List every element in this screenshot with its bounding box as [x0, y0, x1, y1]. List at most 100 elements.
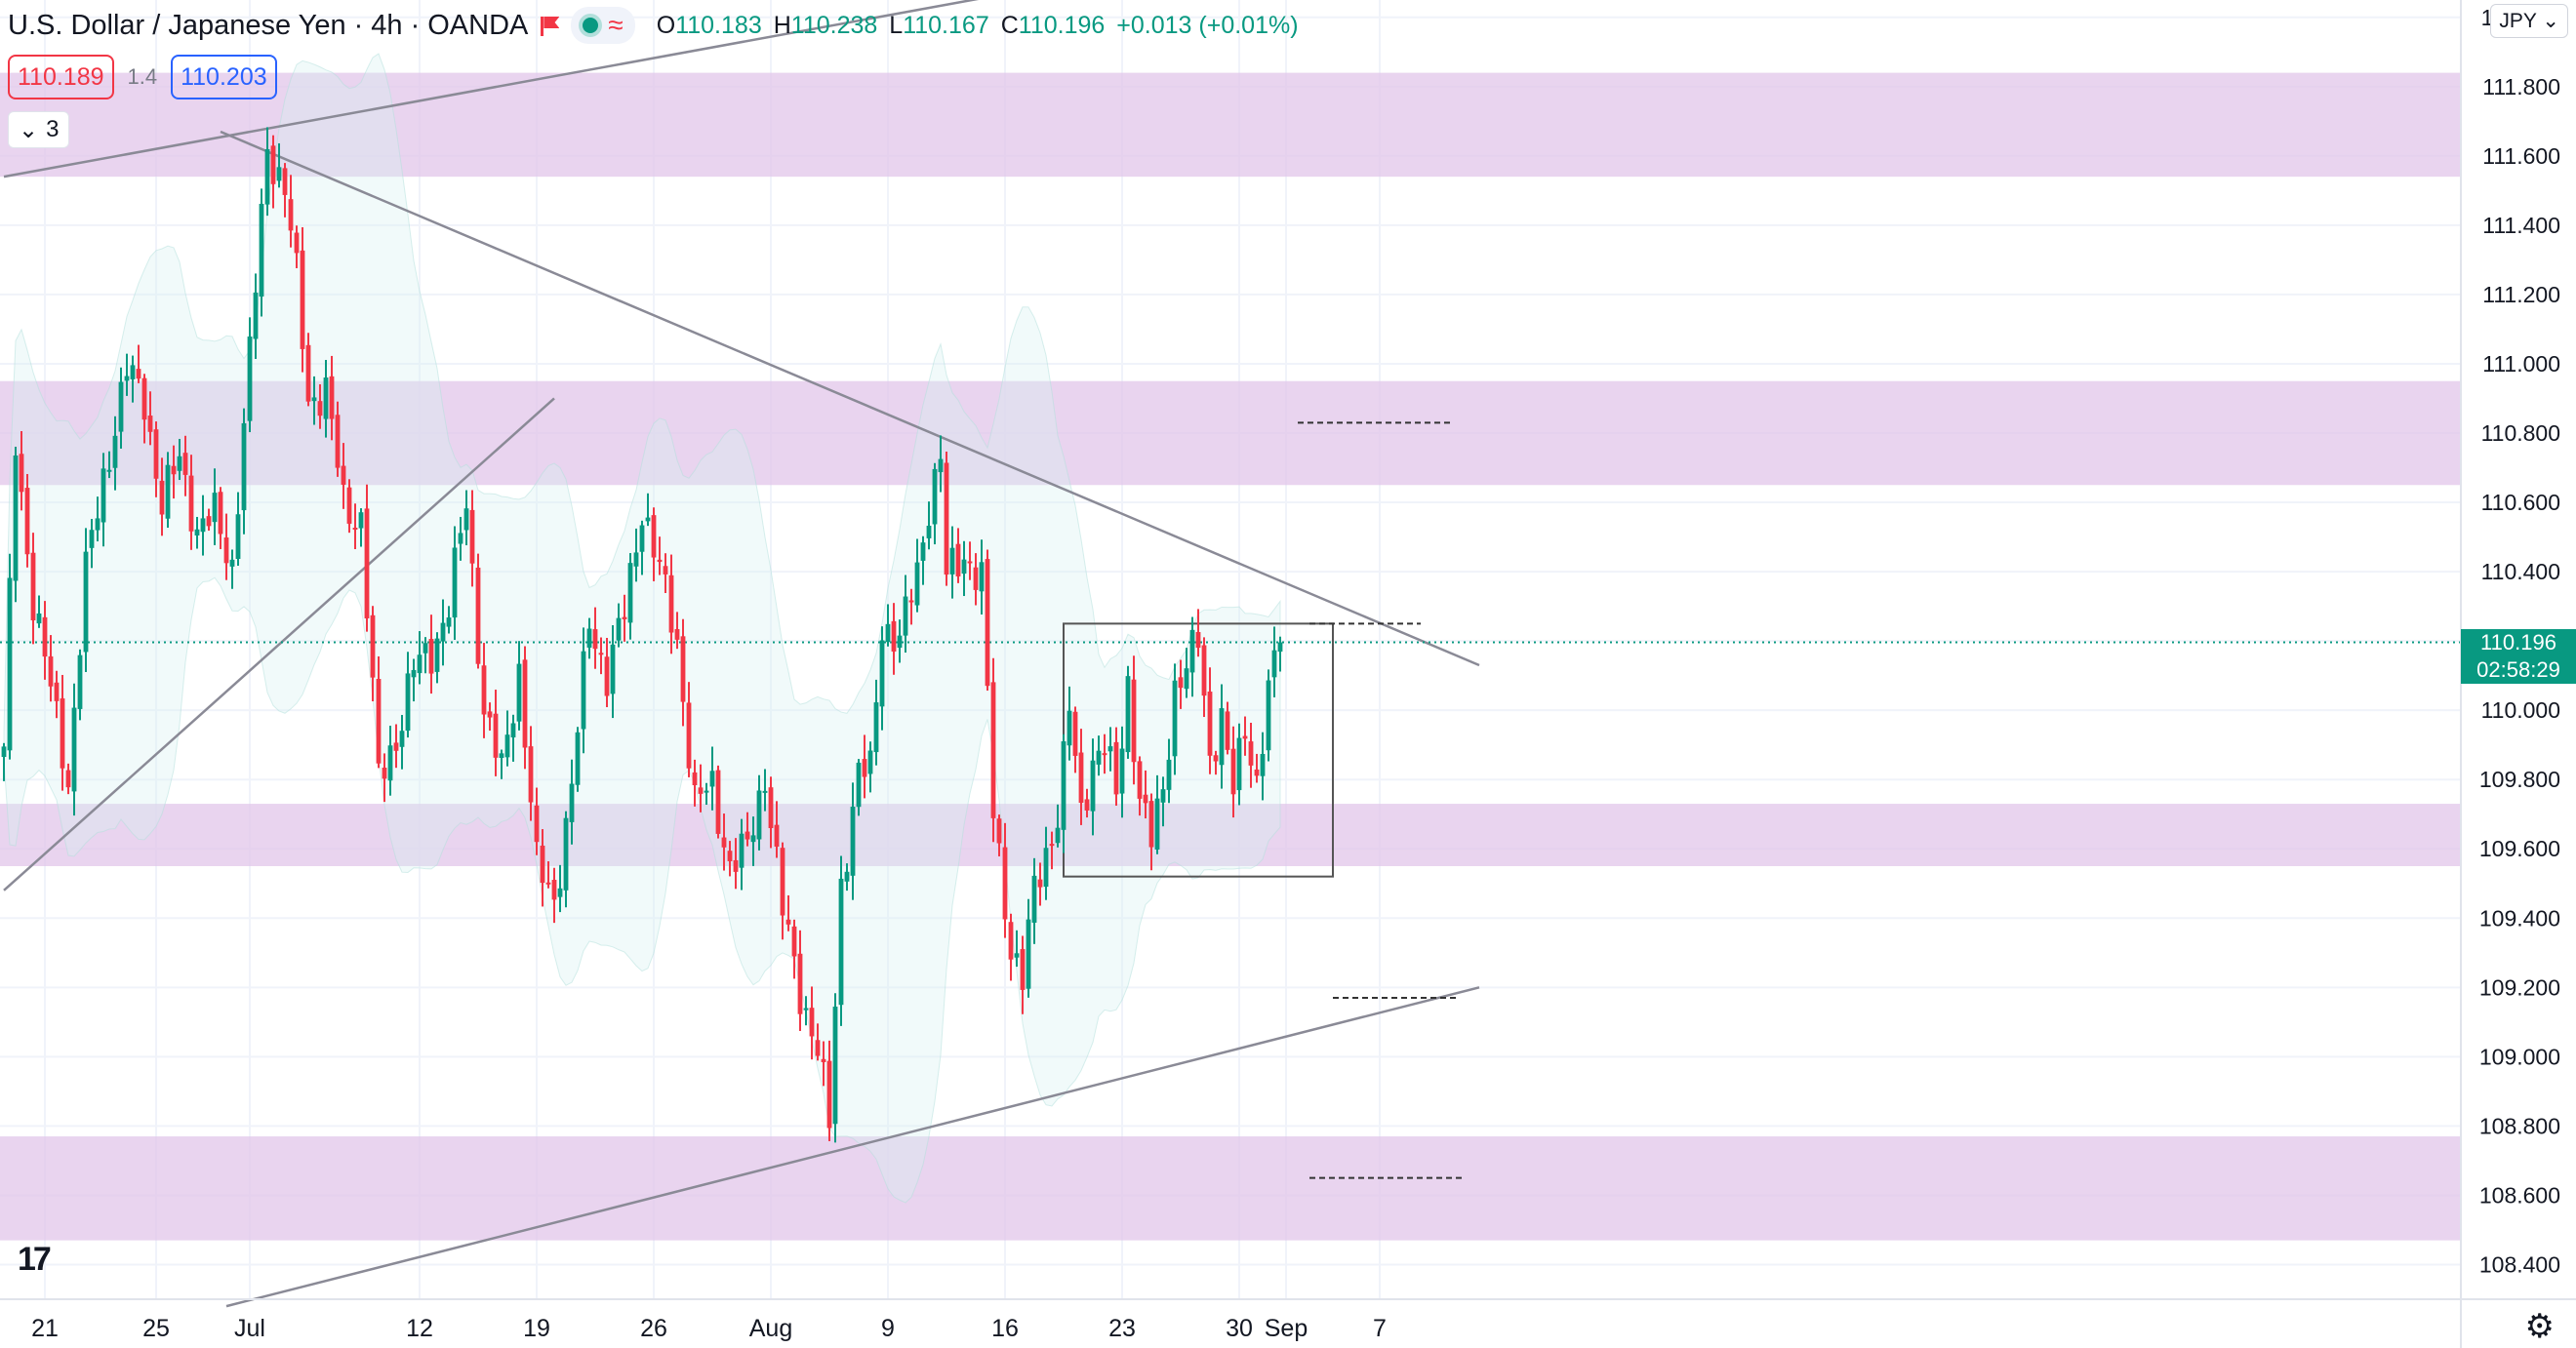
candle-body — [903, 596, 908, 636]
candle-body — [323, 377, 329, 419]
candle-body — [329, 376, 335, 419]
indicator-status-pill[interactable]: ≈ — [571, 7, 635, 44]
candle-body — [206, 516, 212, 527]
candle-body — [364, 508, 370, 619]
candle-body — [7, 577, 13, 751]
current-price-value: 110.196 — [2480, 629, 2556, 654]
flag-icon[interactable] — [538, 15, 559, 36]
status-dot-icon — [583, 18, 599, 33]
candle-body — [341, 465, 346, 485]
gear-icon[interactable]: ⚙ — [2524, 1308, 2555, 1345]
close-value: 110.196 — [1018, 11, 1106, 39]
candle-body — [493, 713, 499, 758]
currency-button[interactable]: JPY ⌄ — [2490, 4, 2568, 38]
trend-lines — [3, 0, 1480, 1308]
candle-body — [311, 397, 317, 402]
candle-body — [821, 1058, 826, 1062]
candle-body — [1160, 789, 1166, 803]
wave-icon: ≈ — [608, 10, 624, 40]
candle-body — [762, 790, 768, 793]
zone-rect — [0, 1136, 2461, 1241]
candle-body — [153, 429, 159, 479]
candle-body — [1, 746, 7, 758]
candle-body — [1020, 949, 1026, 990]
candle-body — [1266, 680, 1271, 751]
candle-body — [300, 250, 305, 349]
candle-body — [229, 559, 235, 567]
candle-body — [581, 651, 586, 730]
candle-body — [516, 663, 522, 722]
candle-body — [13, 455, 19, 581]
price-tick-label: 110.600 — [2481, 490, 2560, 515]
candle-body — [961, 559, 967, 575]
candle-body — [540, 845, 545, 884]
price-tick-label: 111.200 — [2482, 282, 2560, 307]
price-tick-label: 110.800 — [2481, 420, 2560, 446]
indicators-count: 3 — [46, 116, 60, 142]
ohlc-low: L110.167 — [889, 12, 988, 40]
candle-body — [452, 547, 458, 618]
candle-body — [534, 805, 540, 843]
candle-body — [663, 566, 668, 575]
indicators-toggle-button[interactable]: ⌄ 3 — [8, 111, 70, 148]
candle-body — [130, 365, 136, 379]
open-value: 110.183 — [675, 11, 762, 39]
buy-price-button[interactable]: 110.203 — [171, 55, 277, 99]
candle-body — [382, 767, 387, 779]
candle-body — [756, 790, 762, 840]
candle-body — [1084, 799, 1090, 811]
candle-body — [147, 416, 153, 432]
candle-body — [1189, 629, 1195, 673]
legend-separator: · — [353, 9, 364, 41]
candle-body — [856, 762, 862, 808]
candle-body — [891, 620, 897, 652]
ohlc-close: C110.196 — [1001, 12, 1106, 40]
candle-body — [188, 475, 194, 532]
low-value: 110.167 — [903, 11, 989, 39]
candle-body — [908, 600, 914, 603]
candle-body — [77, 654, 83, 709]
candle-body — [1219, 708, 1225, 766]
candle-body — [264, 148, 270, 205]
candle-body — [1031, 875, 1037, 923]
interval-label[interactable]: 4h — [371, 9, 403, 41]
current-price-label: 110.196 02:58:29 — [2461, 628, 2576, 684]
candle-body — [481, 665, 487, 715]
candle-body — [95, 518, 101, 531]
candle-body — [873, 702, 879, 753]
candle-body — [979, 562, 985, 592]
price-tick-label: 109.400 — [2479, 905, 2560, 931]
symbol-name[interactable]: U.S. Dollar / Japanese Yen — [8, 9, 346, 41]
candle-body — [1107, 746, 1113, 752]
zone-rect — [0, 804, 2461, 866]
trend-line — [220, 130, 1480, 667]
low-label: L — [889, 11, 904, 39]
candle-body — [850, 807, 856, 876]
candle-body — [791, 926, 797, 957]
candle-body — [569, 783, 575, 822]
price-tick-label: 111.600 — [2482, 143, 2560, 169]
candle-body — [1002, 847, 1008, 920]
candle-body — [1113, 741, 1119, 795]
open-label: O — [656, 11, 676, 39]
candle-body — [528, 746, 534, 803]
bar-countdown: 02:58:29 — [2476, 656, 2560, 682]
candle-body — [475, 567, 481, 664]
candle-body — [815, 1040, 821, 1056]
candle-body — [973, 567, 979, 590]
tradingview-logo[interactable]: 17 — [18, 1241, 52, 1278]
candle-body — [780, 848, 785, 916]
candle-body — [592, 629, 598, 650]
candle-body — [914, 562, 920, 606]
price-tick-label: 108.800 — [2479, 1113, 2560, 1138]
source-label: OANDA — [427, 9, 529, 41]
price-tick-label: 109.000 — [2479, 1044, 2560, 1069]
sell-price-button[interactable]: 110.189 — [8, 55, 114, 99]
candle-body — [1119, 748, 1125, 794]
candle-body — [680, 636, 686, 702]
currency-label: JPY — [2499, 10, 2537, 32]
time-tick-label: 12 — [406, 1315, 433, 1342]
candle-body — [627, 563, 633, 623]
time-tick-label: 26 — [640, 1315, 667, 1342]
